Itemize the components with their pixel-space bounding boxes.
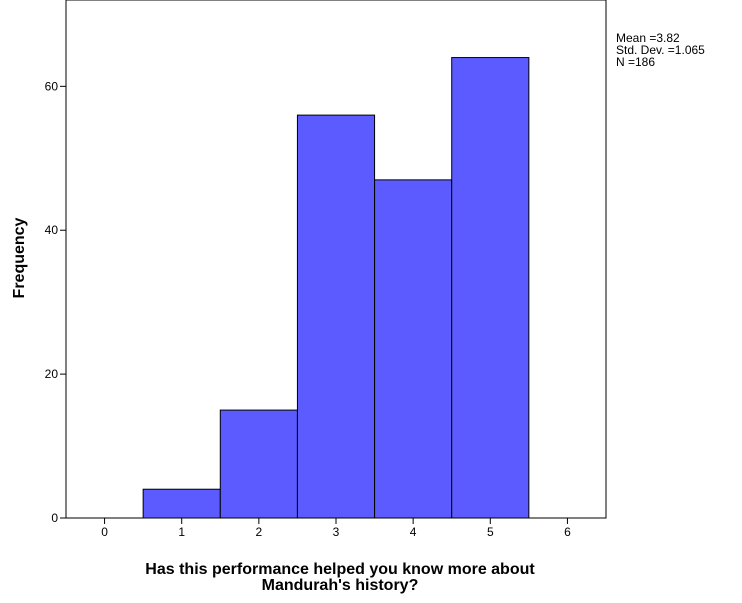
x-tick-label-6: 6 [564, 525, 571, 539]
y-tick-label-40: 40 [45, 223, 59, 237]
x-axis-label-line-2: Mandurah's history? [262, 577, 419, 594]
histogram-bar-5 [451, 57, 530, 519]
stats-n: N =186 [616, 55, 655, 69]
y-axis-label: Frequency [11, 217, 28, 298]
histogram-bar-2 [219, 409, 298, 519]
y-tick-label-60: 60 [45, 79, 59, 93]
x-tick-label-2: 2 [256, 525, 263, 539]
x-tick-label-0: 0 [101, 525, 108, 539]
x-tick-label-5: 5 [487, 525, 494, 539]
stats-std-dev: Std. Dev. =1.065 [616, 43, 705, 57]
histogram-bar-3 [296, 114, 376, 519]
histogram-bar-4 [374, 179, 453, 519]
x-tick-label-1: 1 [178, 525, 185, 539]
histogram-bar-1 [142, 488, 221, 519]
y-tick-label-0: 0 [51, 511, 58, 525]
y-tick-label-20: 20 [45, 367, 59, 381]
x-axis-label-line-1: Has this performance helped you know mor… [145, 561, 535, 578]
x-tick-label-3: 3 [333, 525, 340, 539]
x-tick-label-4: 4 [410, 525, 417, 539]
stats-mean: Mean =3.82 [616, 31, 680, 45]
